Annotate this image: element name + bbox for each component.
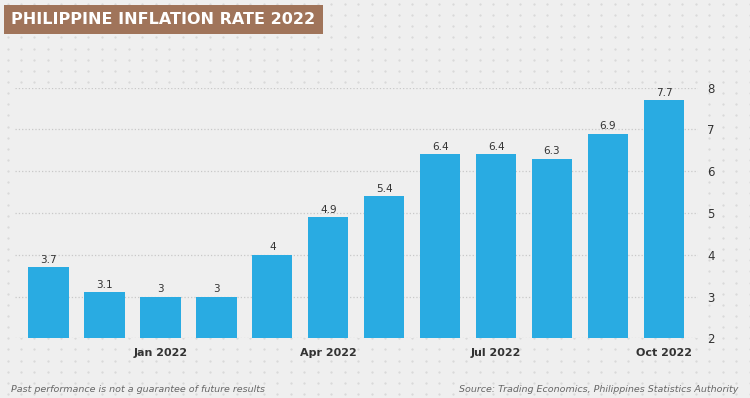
Bar	[476, 154, 516, 398]
Text: PHILIPPINE INFLATION RATE 2022: PHILIPPINE INFLATION RATE 2022	[11, 12, 315, 27]
Bar	[644, 100, 684, 398]
Text: 4.9: 4.9	[320, 205, 337, 215]
Text: Source: Trading Economics, Philippines Statistics Authority: Source: Trading Economics, Philippines S…	[459, 385, 739, 394]
Text: 5.4: 5.4	[376, 184, 392, 194]
Text: 6.9: 6.9	[600, 121, 616, 131]
Bar	[84, 292, 124, 398]
Bar	[532, 159, 572, 398]
Text: Past performance is not a guarantee of future results: Past performance is not a guarantee of f…	[11, 385, 266, 394]
Text: 3: 3	[158, 284, 164, 294]
Bar	[420, 154, 460, 398]
Text: 3.7: 3.7	[40, 255, 57, 265]
Bar	[28, 267, 69, 398]
Text: 7.7: 7.7	[656, 88, 672, 98]
Text: 4: 4	[269, 242, 276, 252]
Bar	[196, 297, 236, 398]
Text: 3.1: 3.1	[96, 280, 112, 290]
Bar	[252, 255, 292, 398]
Bar	[140, 297, 181, 398]
Bar	[364, 196, 404, 398]
Bar	[588, 134, 628, 398]
Text: 6.3: 6.3	[544, 146, 560, 156]
Text: 6.4: 6.4	[432, 142, 448, 152]
Text: 3: 3	[213, 284, 220, 294]
Text: 6.4: 6.4	[488, 142, 505, 152]
Bar	[308, 217, 349, 398]
